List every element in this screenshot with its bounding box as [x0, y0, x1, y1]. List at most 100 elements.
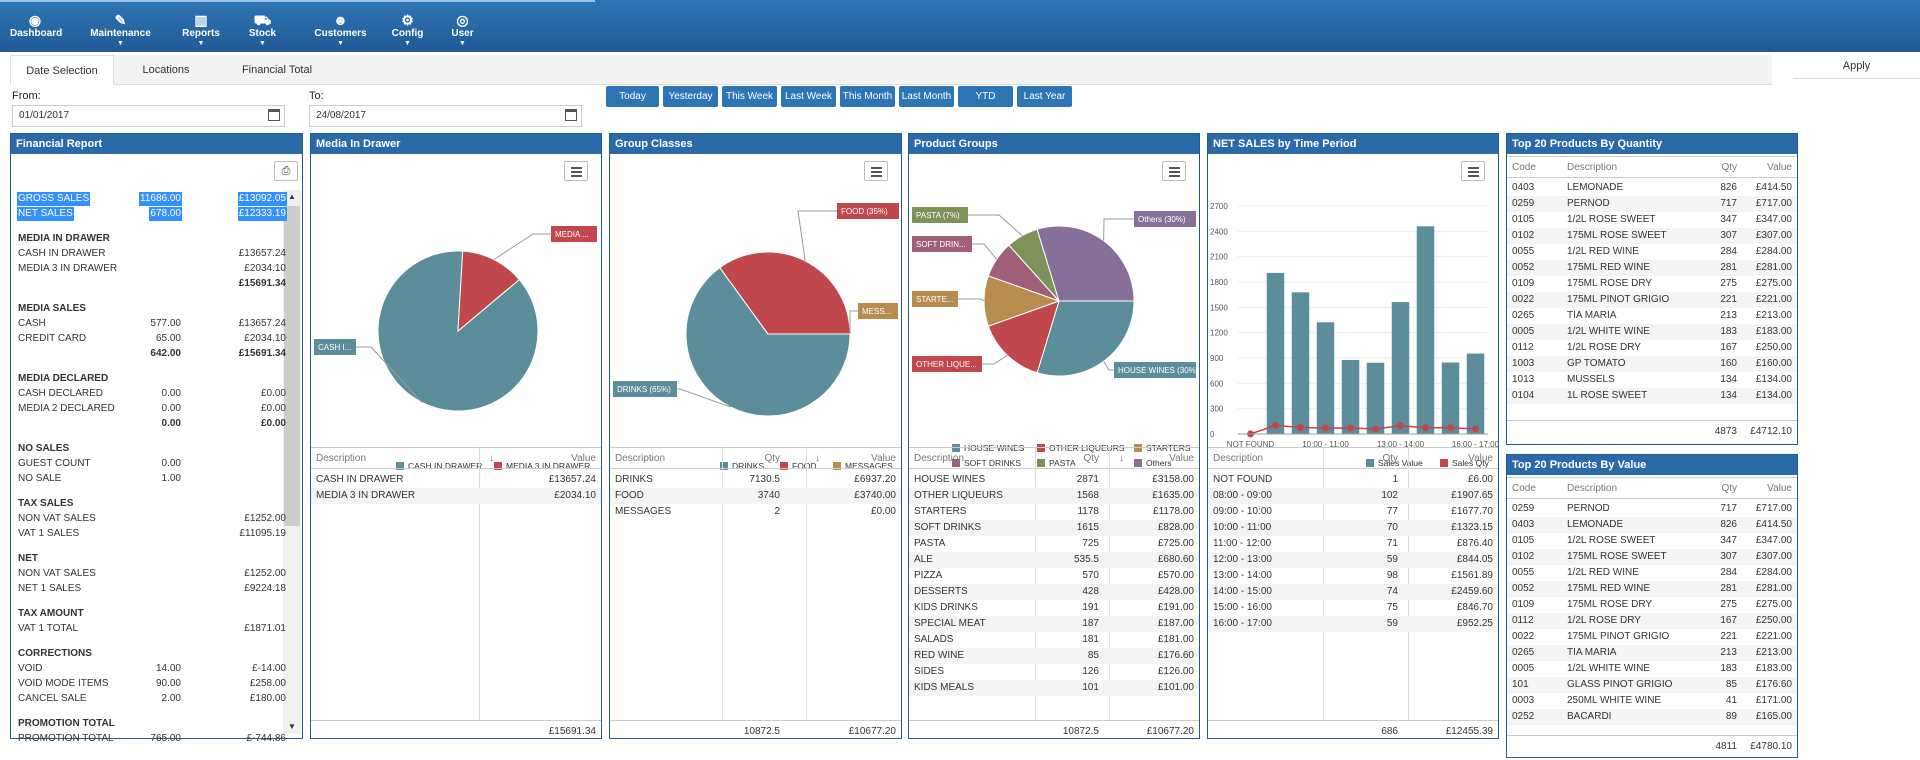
bar[interactable]: [1341, 359, 1360, 434]
col-qty[interactable]: Qty: [764, 453, 780, 464]
legend-label[interactable]: HOUSE WINES: [964, 443, 1025, 453]
quick-date-this-week-button[interactable]: This Week: [722, 86, 777, 107]
nav-stock[interactable]: ⛟ Stock ▼: [240, 0, 285, 52]
table-row[interactable]: KIDS DRINKS 191 £191.00: [909, 600, 1199, 616]
col-qty[interactable]: Qty: [1721, 162, 1737, 173]
calendar-icon[interactable]: [565, 109, 577, 121]
col-value[interactable]: Value: [871, 453, 896, 464]
bar[interactable]: [1441, 362, 1460, 434]
sort-icon[interactable]: ↓: [489, 453, 494, 464]
pie-slice-others[interactable]: [1036, 225, 1135, 302]
table-row[interactable]: DRINKS 7130.5 £6937.20: [610, 472, 901, 488]
table-row[interactable]: 0105 1/2L ROSE SWEET 347 £347.00: [1507, 212, 1797, 228]
qty-point[interactable]: [1372, 425, 1379, 433]
scroll-down-icon[interactable]: ▼: [288, 722, 296, 731]
bar[interactable]: [1366, 362, 1385, 434]
sort-icon[interactable]: ↓: [815, 453, 820, 464]
legend-label[interactable]: DRINKS: [732, 461, 764, 471]
sort-icon[interactable]: ↓: [1119, 453, 1124, 464]
to-date-input[interactable]: 24/08/2017: [309, 105, 582, 127]
bar[interactable]: [1266, 272, 1285, 434]
table-row[interactable]: 0265 TIA MARIA 213 £213.00: [1507, 645, 1797, 661]
table-row[interactable]: FOOD 3740 £3740.00: [610, 488, 901, 504]
table-row[interactable]: 11:00 - 12:00 71 £876.40: [1208, 536, 1498, 552]
tab-date-selection[interactable]: Date Selection: [10, 55, 114, 85]
table-row[interactable]: SIDES 126 £126.00: [909, 664, 1199, 680]
qty-point[interactable]: [1297, 423, 1304, 431]
col-qty[interactable]: Qty: [1382, 453, 1398, 464]
pie-slice-media-3-in-drawer[interactable]: [457, 250, 520, 333]
quick-date-last-month-button[interactable]: Last Month: [899, 86, 954, 107]
hamburger-menu-icon[interactable]: [1162, 161, 1186, 181]
table-row[interactable]: STARTERS 1178 £1178.00: [909, 504, 1199, 520]
table-row[interactable]: HOUSE WINES 2871 £3158.00: [909, 472, 1199, 488]
scroll-up-icon[interactable]: ▲: [288, 192, 296, 201]
table-row[interactable]: 0003 250ML WHITE WINE 41 £171.00: [1507, 693, 1797, 709]
legend-label[interactable]: Sales Value: [1378, 458, 1423, 468]
nav-reports[interactable]: ▥ Reports ▼: [176, 0, 226, 52]
table-row[interactable]: 1003 GP TOMATO 160 £160.00: [1507, 356, 1797, 372]
col-code[interactable]: Code: [1512, 162, 1536, 173]
table-row[interactable]: 14:00 - 15:00 74 £2459.60: [1208, 584, 1498, 600]
table-row[interactable]: 0265 TIA MARIA 213 £213.00: [1507, 308, 1797, 324]
bar[interactable]: [1391, 302, 1410, 434]
table-row[interactable]: SOFT DRINKS 1615 £828.00: [909, 520, 1199, 536]
table-row[interactable]: 0005 1/2L WHITE WINE 183 £183.00: [1507, 661, 1797, 677]
table-row[interactable]: 0102 175ML ROSE SWEET 307 £307.00: [1507, 228, 1797, 244]
table-row[interactable]: 0055 1/2L RED WINE 284 £284.00: [1507, 565, 1797, 581]
legend-label[interactable]: Others: [1146, 458, 1172, 468]
table-row[interactable]: KIDS MEALS 101 £101.00: [909, 680, 1199, 696]
print-icon[interactable]: ⎙: [274, 161, 298, 181]
tab-locations[interactable]: Locations: [142, 64, 190, 76]
table-row[interactable]: 13:00 - 14:00 98 £1561.89: [1208, 568, 1498, 584]
pie-slice-drinks[interactable]: [685, 266, 851, 417]
bar[interactable]: [1291, 292, 1310, 434]
table-row[interactable]: 0259 PERNOD 717 £717.00: [1507, 196, 1797, 212]
col-description[interactable]: Description: [615, 453, 666, 464]
table-row[interactable]: RED WINE 85 £176.60: [909, 648, 1199, 664]
table-row[interactable]: 0052 175ML RED WINE 281 £281.00: [1507, 260, 1797, 276]
table-row[interactable]: DESSERTS 428 £428.00: [909, 584, 1199, 600]
bar[interactable]: [1316, 322, 1335, 434]
col-description[interactable]: Description: [914, 453, 965, 464]
table-row[interactable]: PIZZA 570 £570.00: [909, 568, 1199, 584]
table-row[interactable]: NOT FOUND 1 £6.00: [1208, 472, 1498, 488]
col-value[interactable]: Value: [1767, 483, 1792, 494]
nav-config[interactable]: ⚙ Config ▼: [385, 0, 430, 52]
pie-slice-food[interactable]: [719, 251, 851, 335]
quick-date-last-year-button[interactable]: Last Year: [1017, 86, 1072, 107]
table-row[interactable]: SALADS 181 £181.00: [909, 632, 1199, 648]
col-value[interactable]: Value: [571, 453, 596, 464]
table-row[interactable]: 0105 1/2L ROSE SWEET 347 £347.00: [1507, 533, 1797, 549]
qty-point[interactable]: [1472, 425, 1479, 433]
table-row[interactable]: 0022 175ML PINOT GRIGIO 221 £221.00: [1507, 292, 1797, 308]
table-row[interactable]: 0022 175ML PINOT GRIGIO 221 £221.00: [1507, 629, 1797, 645]
legend-label[interactable]: SOFT DRINKS: [964, 458, 1021, 468]
legend-label[interactable]: PASTA: [1049, 458, 1076, 468]
table-row[interactable]: MEDIA 3 IN DRAWER £2034.10: [311, 488, 601, 504]
col-value[interactable]: Value: [1468, 453, 1493, 464]
bar[interactable]: [1416, 226, 1435, 434]
legend-label[interactable]: MEDIA 3 IN DRAWER: [506, 461, 590, 471]
legend-label[interactable]: FOOD: [792, 461, 817, 471]
scroll-thumb[interactable]: [284, 206, 300, 526]
tab-financial-total[interactable]: Financial Total: [241, 64, 313, 76]
nav-dashboard[interactable]: ◉ Dashboard: [10, 0, 62, 52]
hamburger-menu-icon[interactable]: [564, 161, 588, 181]
table-row[interactable]: 0259 PERNOD 717 £717.00: [1507, 501, 1797, 517]
col-description[interactable]: Description: [1213, 453, 1264, 464]
legend-label[interactable]: MESSAGES: [845, 461, 893, 471]
legend-label[interactable]: STARTERS: [1146, 443, 1191, 453]
table-row[interactable]: 12:00 - 13:00 59 £844.05: [1208, 552, 1498, 568]
table-row[interactable]: 08:00 - 09:00 102 £1907.65: [1208, 488, 1498, 504]
table-row[interactable]: 0112 1/2L ROSE DRY 167 £250.00: [1507, 340, 1797, 356]
table-row[interactable]: ALE 535.5 £680.60: [909, 552, 1199, 568]
qty-point[interactable]: [1422, 424, 1429, 432]
table-row[interactable]: 0109 175ML ROSE DRY 275 £275.00: [1507, 276, 1797, 292]
table-row[interactable]: 0403 LEMONADE 826 £414.50: [1507, 517, 1797, 533]
table-row[interactable]: 10:00 - 11:00 70 £1323.15: [1208, 520, 1498, 536]
pie-slice-other-liqueurs[interactable]: [987, 300, 1060, 374]
quick-date-today-button[interactable]: Today: [606, 86, 659, 107]
table-row[interactable]: 0005 1/2L WHITE WINE 183 £183.00: [1507, 324, 1797, 340]
legend-label[interactable]: Sales Qty: [1452, 458, 1490, 468]
